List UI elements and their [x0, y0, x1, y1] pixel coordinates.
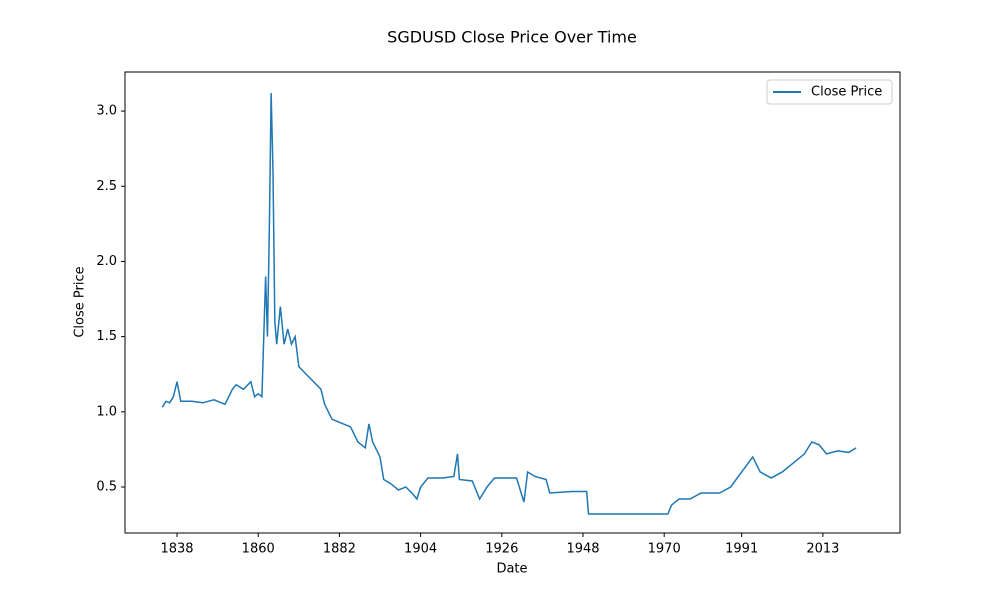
x-tick-label: 1991	[725, 542, 758, 557]
x-axis-label: Date	[496, 562, 527, 577]
plot-frame	[124, 71, 901, 534]
chart-title: SGDUSD Close Price Over Time	[387, 28, 637, 47]
x-tick-label: 1970	[648, 542, 681, 557]
legend-label: Close Price	[811, 85, 882, 100]
y-axis-label: Close Price	[73, 266, 88, 337]
data-line	[161, 93, 857, 515]
y-tick-label: 0.5	[96, 479, 117, 494]
x-tick-label: 1860	[242, 542, 275, 557]
legend-box	[766, 79, 893, 105]
x-tick-label: 1926	[485, 542, 518, 557]
x-tick-label: 1838	[160, 542, 193, 557]
y-tick-label: 2.0	[96, 254, 117, 269]
x-tick-label: 1904	[404, 542, 437, 557]
y-tick-label: 1.0	[96, 404, 117, 419]
y-tick-label: 1.5	[96, 329, 117, 344]
x-tick-label: 1948	[566, 542, 599, 557]
y-tick-label: 2.5	[96, 179, 117, 194]
y-tick-label: 3.0	[96, 104, 117, 119]
x-tick-label: 2013	[806, 542, 839, 557]
x-tick-label: 1882	[323, 542, 356, 557]
